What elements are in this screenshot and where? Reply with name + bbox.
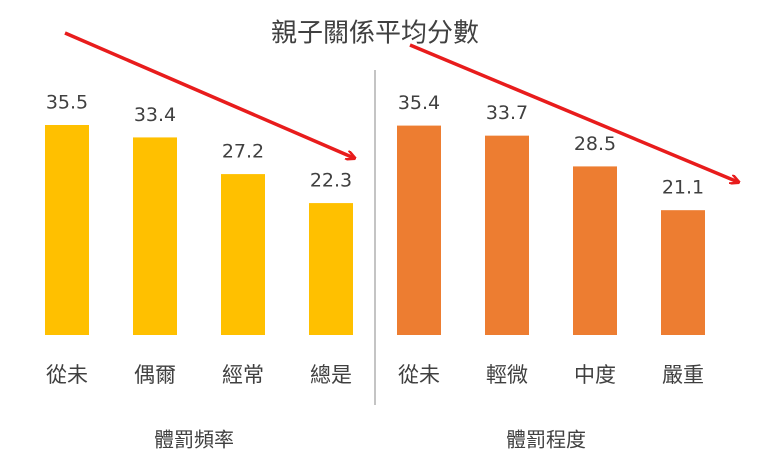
trend-arrow [64,31,354,158]
chart-title: 親子關係平均分數 [271,19,479,49]
x-tick-label: 總是 [310,363,352,387]
value-label: 35.5 [46,92,88,114]
x-tick-label: 輕微 [486,363,528,387]
x-tick-label: 從未 [46,363,88,387]
bar [45,125,89,335]
x-tick-label: 經常 [222,363,264,387]
trend-arrow [409,43,738,182]
bar [573,166,617,335]
x-tick-label: 從未 [398,363,440,387]
x-axis-label: 體罰程度 [506,428,586,452]
bar [221,174,265,335]
value-label: 28.5 [574,133,616,155]
x-axis-label: 體罰頻率 [154,428,234,452]
value-label: 21.1 [662,177,704,199]
x-tick-label: 嚴重 [662,363,704,387]
value-label: 22.3 [310,170,352,192]
value-label: 33.4 [134,104,176,126]
bar [309,203,353,335]
value-label: 27.2 [222,141,264,163]
bar [661,210,705,335]
x-tick-label: 中度 [574,363,616,387]
x-tick-label: 偶爾 [134,363,176,387]
value-label: 33.7 [486,102,528,124]
bar [133,137,177,335]
bar [397,125,441,335]
bar [485,135,529,335]
value-label: 35.4 [398,92,440,114]
